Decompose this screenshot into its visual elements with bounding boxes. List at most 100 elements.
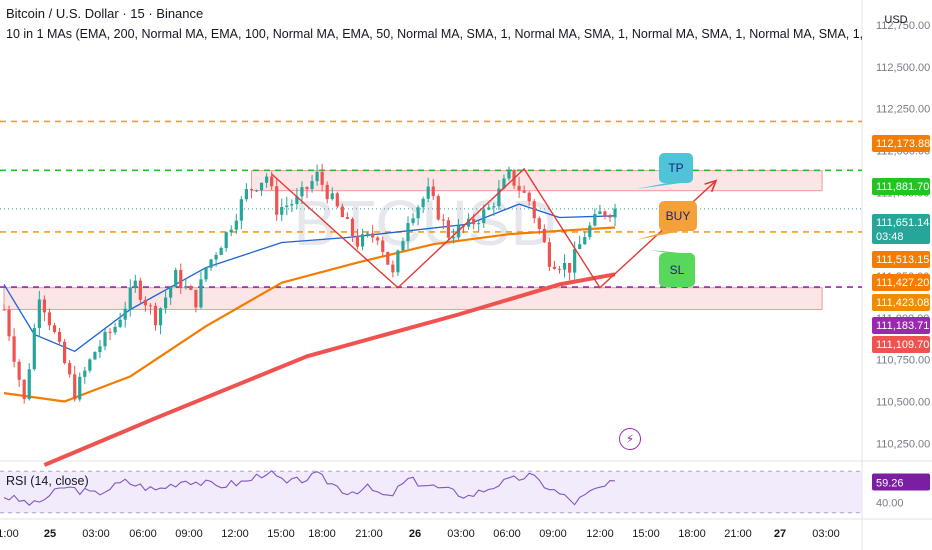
candle-body [189,286,193,290]
currency-selector[interactable]: USD [884,14,908,26]
buy-callout: BUY [636,201,697,240]
candle-body [371,233,375,238]
rsi-band [0,471,862,513]
candle-body [98,346,102,353]
zigzag-arrowhead [704,179,718,193]
candle-body [320,171,324,185]
candle-body [169,286,173,298]
candle-body [305,187,309,190]
candle-body [259,182,264,191]
candle-body [133,280,137,288]
candle-body [335,193,339,207]
candle-body [350,218,355,236]
price-label-bg [872,336,930,353]
candle-body [396,250,400,273]
time-tick-label: 09:00 [175,528,203,540]
time-tick-label: 21:00 [724,528,752,540]
candle-body [234,220,238,230]
price-label-text: 111,423.08 [876,297,929,309]
candle-body [239,199,243,221]
candle-body [325,184,329,200]
candle-body [436,196,440,220]
candle-body [153,305,158,326]
lightning-icon[interactable]: ⚡ [619,428,641,450]
candle-body [52,325,57,332]
candle-body [184,286,188,288]
candle-body [7,309,11,337]
candle-body [108,331,112,333]
candle-body [552,266,557,269]
price-label-text: 111,513.15 [876,254,929,266]
candle-body [431,186,435,197]
price-label-bg [872,135,930,152]
rsi-legend[interactable]: RSI (14, close) [6,474,89,488]
price-label-bg [872,178,930,195]
buy-callout-label: BUY [666,209,691,223]
price-label-4: 111,427.20 [872,274,930,291]
price-label-1: 111,881.70 [872,178,930,195]
candle-body [164,297,168,309]
candle-body [562,262,567,270]
candle-body [143,299,147,306]
time-tick-label: 15:00 [267,528,295,540]
sl-callout-tail [650,250,681,253]
time-tick-label: 18:00 [678,528,706,540]
buy-callout-tail [636,231,681,240]
candle-body [355,235,360,247]
time-tick-label: 03:00 [82,528,110,540]
candles [2,163,617,404]
candle-body [386,251,390,265]
price-label-bg [872,294,930,311]
candle-body [22,379,26,400]
candle-body [78,376,82,400]
candle-body [275,186,279,215]
candle-body [542,228,546,243]
zone-rect-1 [3,287,823,310]
time-tick-label: 27 [774,528,786,540]
buy-callout-box [659,201,697,231]
candle-body [2,309,6,311]
candle-body [32,328,36,370]
sl-callout-label: SL [670,263,685,277]
candle-body [93,352,97,360]
candle-body [63,341,67,364]
candle-body [583,237,587,245]
price-label-6: 111,183.71 [872,317,930,334]
indicator-legend[interactable]: 10 in 1 MAs (EMA, 200, Normal MA, EMA, 1… [6,27,866,41]
candle-body [578,244,582,250]
candle-body [497,188,501,207]
candle-body [376,237,380,241]
candle-body [224,232,228,249]
tp-callout-tail [636,183,681,189]
symbol-title[interactable]: Bitcoin / U.S. Dollar · 15 · Binance [6,6,204,21]
rsi-current-label: 59.26 [872,473,930,491]
rsi-current-text: 59.26 [876,477,904,489]
candle-body [487,207,491,210]
candle-body [123,308,127,320]
price-label-text: 111,651.14 [876,217,929,229]
candle-body [194,289,198,308]
candle-body [88,359,92,371]
time-tick-label: 25 [44,528,56,540]
candle-body [229,229,233,233]
candle-body [507,169,511,179]
candle-body [68,363,72,375]
candle-body [17,361,21,380]
price-label-2: 111,651.14 03:48 [872,214,930,244]
tp-callout-label: TP [668,161,683,175]
candle-body [270,176,274,187]
candle-body [598,211,602,215]
candle-body [401,241,405,251]
price-label-text: 112,173.88 [876,138,930,150]
candle-body [527,192,531,202]
price-label-7: 111,109.70 [872,336,930,353]
candle-body [42,299,46,313]
candle-body [360,234,365,247]
candle-body [416,207,420,219]
candle-body [27,369,31,400]
time-tick-label: 12:00 [586,528,614,540]
candle-body [295,196,299,205]
candle-body [340,206,344,218]
candle-body [209,259,213,268]
